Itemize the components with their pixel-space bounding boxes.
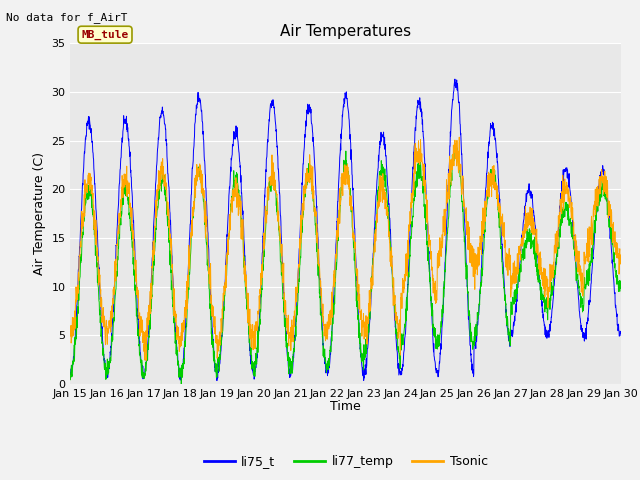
Tsonic bbox=[220, 283, 228, 289]
Line: li75_t: li75_t bbox=[70, 79, 621, 381]
li75_t bbox=[374, 171, 381, 177]
li75_t bbox=[220, 292, 228, 298]
li77_temp bbox=[362, 343, 369, 349]
li77_temp bbox=[617, 285, 625, 291]
li77_temp bbox=[584, 273, 591, 279]
li77_temp bbox=[220, 308, 228, 313]
Line: Tsonic: Tsonic bbox=[70, 137, 621, 360]
Text: MB_tule: MB_tule bbox=[81, 30, 129, 40]
Title: Air Temperatures: Air Temperatures bbox=[280, 24, 411, 39]
Tsonic bbox=[506, 263, 513, 268]
li75_t bbox=[506, 343, 513, 349]
li75_t bbox=[568, 213, 576, 219]
li77_temp bbox=[451, 143, 459, 148]
Tsonic bbox=[568, 216, 576, 222]
X-axis label: Time: Time bbox=[330, 400, 361, 413]
Tsonic bbox=[362, 334, 369, 339]
li77_temp bbox=[374, 187, 381, 193]
li77_temp bbox=[177, 381, 185, 387]
Legend: li75_t, li77_temp, Tsonic: li75_t, li77_temp, Tsonic bbox=[198, 450, 493, 473]
li75_t bbox=[617, 331, 625, 336]
Tsonic bbox=[67, 333, 74, 338]
li75_t bbox=[362, 364, 369, 370]
li75_t bbox=[67, 370, 74, 376]
li75_t bbox=[213, 378, 221, 384]
li75_t bbox=[451, 76, 459, 82]
Text: No data for f_AirT: No data for f_AirT bbox=[6, 12, 128, 23]
li77_temp bbox=[506, 332, 513, 337]
Tsonic bbox=[142, 358, 150, 363]
Line: li77_temp: li77_temp bbox=[70, 145, 621, 384]
Y-axis label: Air Temperature (C): Air Temperature (C) bbox=[33, 152, 46, 275]
Tsonic bbox=[456, 134, 463, 140]
li75_t bbox=[584, 315, 591, 321]
Tsonic bbox=[584, 226, 591, 231]
li77_temp bbox=[67, 377, 74, 383]
Tsonic bbox=[617, 252, 625, 258]
Tsonic bbox=[374, 215, 381, 221]
li77_temp bbox=[568, 235, 576, 241]
